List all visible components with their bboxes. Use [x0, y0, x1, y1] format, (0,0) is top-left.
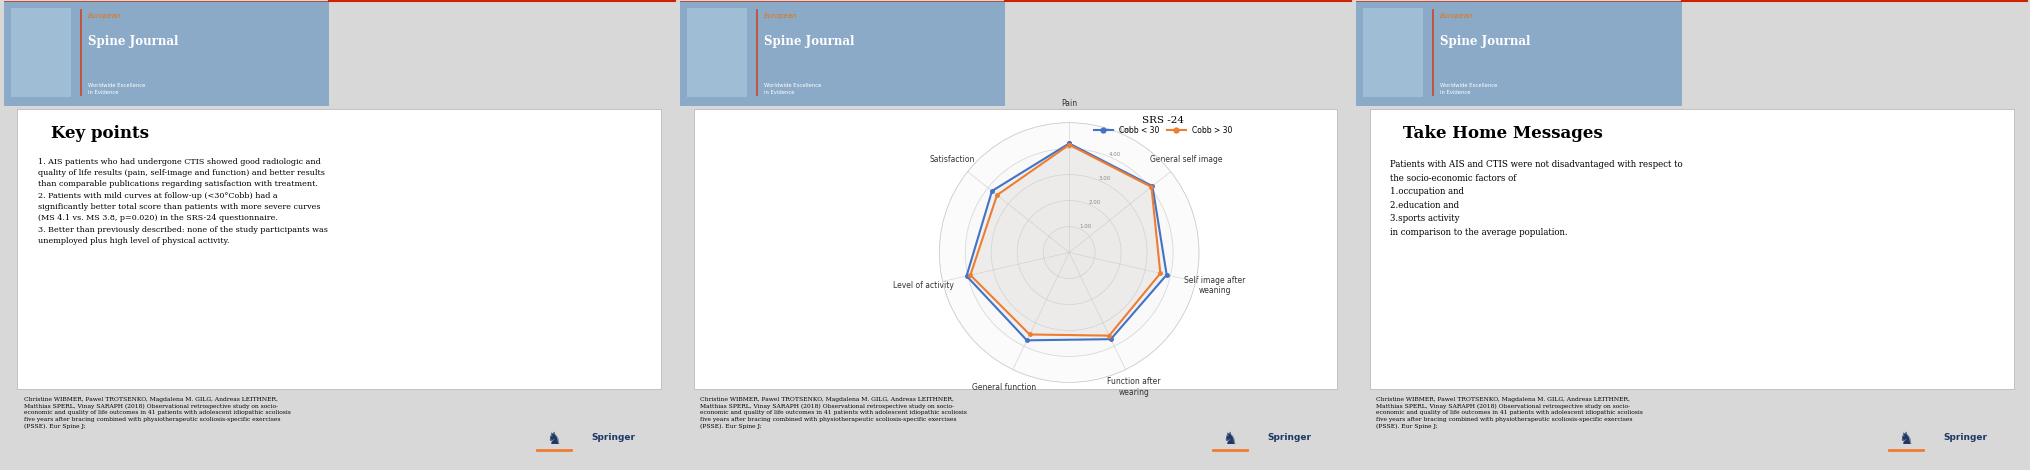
Legend: Cobb < 30, Cobb > 30: Cobb < 30, Cobb > 30	[1090, 123, 1234, 138]
Text: Patients with AIS and CTIS were not disadvantaged with respect to
the socio-econ: Patients with AIS and CTIS were not disa…	[1389, 160, 1681, 237]
Text: Spine Journal: Spine Journal	[1439, 35, 1531, 47]
Bar	[4, 1, 329, 106]
Text: Take Home Messages: Take Home Messages	[1403, 125, 1602, 142]
Text: ♞: ♞	[1222, 430, 1236, 447]
Text: Spine Journal: Spine Journal	[87, 35, 179, 47]
Text: European: European	[763, 13, 798, 19]
Bar	[1368, 109, 2012, 390]
Text: 1. AIS patients who had undergone CTIS showed good radiologic and
quality of lif: 1. AIS patients who had undergone CTIS s…	[39, 158, 327, 245]
Text: SRS -24: SRS -24	[1141, 116, 1183, 125]
Text: Springer: Springer	[1943, 433, 1985, 442]
Text: Worldwide Excellence
in Evidence: Worldwide Excellence in Evidence	[763, 83, 820, 94]
Bar	[1362, 8, 1423, 97]
Text: Key points: Key points	[51, 125, 148, 142]
Text: Spine Journal: Spine Journal	[763, 35, 855, 47]
Text: Worldwide Excellence
in Evidence: Worldwide Excellence in Evidence	[1439, 83, 1496, 94]
Text: Springer: Springer	[591, 433, 635, 442]
Text: ♞: ♞	[546, 430, 560, 447]
Text: European: European	[1439, 13, 1474, 19]
Bar	[10, 8, 71, 97]
Bar	[1356, 1, 1681, 106]
Text: Christine WIBMER, Pawel TROTSENKO, Magdalena M. GILG, Andreas LEITHNER,
Matthias: Christine WIBMER, Pawel TROTSENKO, Magda…	[24, 397, 290, 430]
Bar	[692, 109, 1338, 390]
Bar	[680, 1, 1005, 106]
Bar	[18, 109, 662, 390]
Bar	[686, 8, 747, 97]
Text: Christine WIBMER, Pawel TROTSENKO, Magdalena M. GILG, Andreas LEITHNER,
Matthias: Christine WIBMER, Pawel TROTSENKO, Magda…	[700, 397, 966, 430]
Text: European: European	[87, 13, 122, 19]
Text: Worldwide Excellence
in Evidence: Worldwide Excellence in Evidence	[87, 83, 146, 94]
Text: ♞: ♞	[1898, 430, 1912, 447]
Text: Christine WIBMER, Pawel TROTSENKO, Magdalena M. GILG, Andreas LEITHNER,
Matthias: Christine WIBMER, Pawel TROTSENKO, Magda…	[1376, 397, 1642, 430]
Text: Springer: Springer	[1267, 433, 1311, 442]
